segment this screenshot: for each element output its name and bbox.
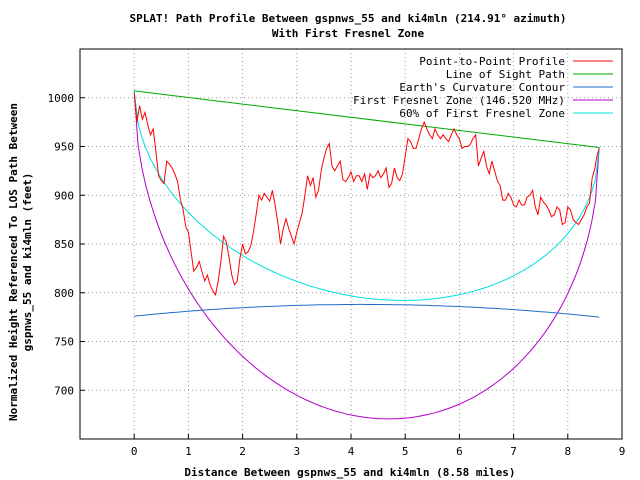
legend-label: Line of Sight Path bbox=[446, 68, 565, 81]
x-tick-label: 2 bbox=[239, 445, 246, 458]
x-tick-label: 1 bbox=[185, 445, 192, 458]
x-ticks: 0 1 2 3 4 5 6 7 8 9 bbox=[131, 434, 625, 458]
y-tick-label: 900 bbox=[54, 189, 74, 202]
y-tick-label: 950 bbox=[54, 141, 74, 154]
legend-label: Point-to-Point Profile bbox=[419, 55, 565, 68]
y-tick-label: 800 bbox=[54, 287, 74, 300]
60-of-first-fresnel-zone-line bbox=[133, 90, 600, 301]
point-to-point-profile-line bbox=[133, 92, 600, 296]
chart-title: SPLAT! Path Profile Between gspnws_55 an… bbox=[129, 12, 566, 25]
x-tick-label: 9 bbox=[619, 445, 626, 458]
y-tick-label: 700 bbox=[54, 384, 74, 397]
y-tick-label: 850 bbox=[54, 238, 74, 251]
legend-label: 60% of First Fresnel Zone bbox=[399, 107, 565, 120]
y-tick-label: 1000 bbox=[48, 92, 75, 105]
x-tick-label: 4 bbox=[348, 445, 355, 458]
x-tick-label: 8 bbox=[564, 445, 571, 458]
x-axis-label: Distance Between gspnws_55 and ki4mln (8… bbox=[184, 466, 515, 479]
y-tick-label: 750 bbox=[54, 336, 74, 349]
x-tick-label: 3 bbox=[293, 445, 300, 458]
x-tick-label: 5 bbox=[402, 445, 409, 458]
series-lines bbox=[133, 90, 600, 420]
y-ticks: 700 750 800 850 900 950 1000 bbox=[48, 92, 85, 397]
legend-label: First Fresnel Zone (146.520 MHz) bbox=[353, 94, 565, 107]
first-fresnel-zone-146-520-mhz-line bbox=[133, 90, 600, 420]
x-tick-label: 6 bbox=[456, 445, 463, 458]
x-tick-label: 0 bbox=[131, 445, 138, 458]
y-axis-label-line1: Normalized Height Referenced To LOS Path… bbox=[7, 103, 20, 421]
y-axis-label-line2: gspnws_55 and ki4mln (feet) bbox=[21, 173, 34, 352]
line-of-sight-path-line bbox=[134, 90, 600, 148]
earth-s-curvature-contour-line bbox=[134, 303, 600, 318]
legend-label: Earth's Curvature Contour bbox=[399, 81, 565, 94]
chart-subtitle: With First Fresnel Zone bbox=[272, 27, 425, 40]
x-tick-label: 7 bbox=[510, 445, 517, 458]
